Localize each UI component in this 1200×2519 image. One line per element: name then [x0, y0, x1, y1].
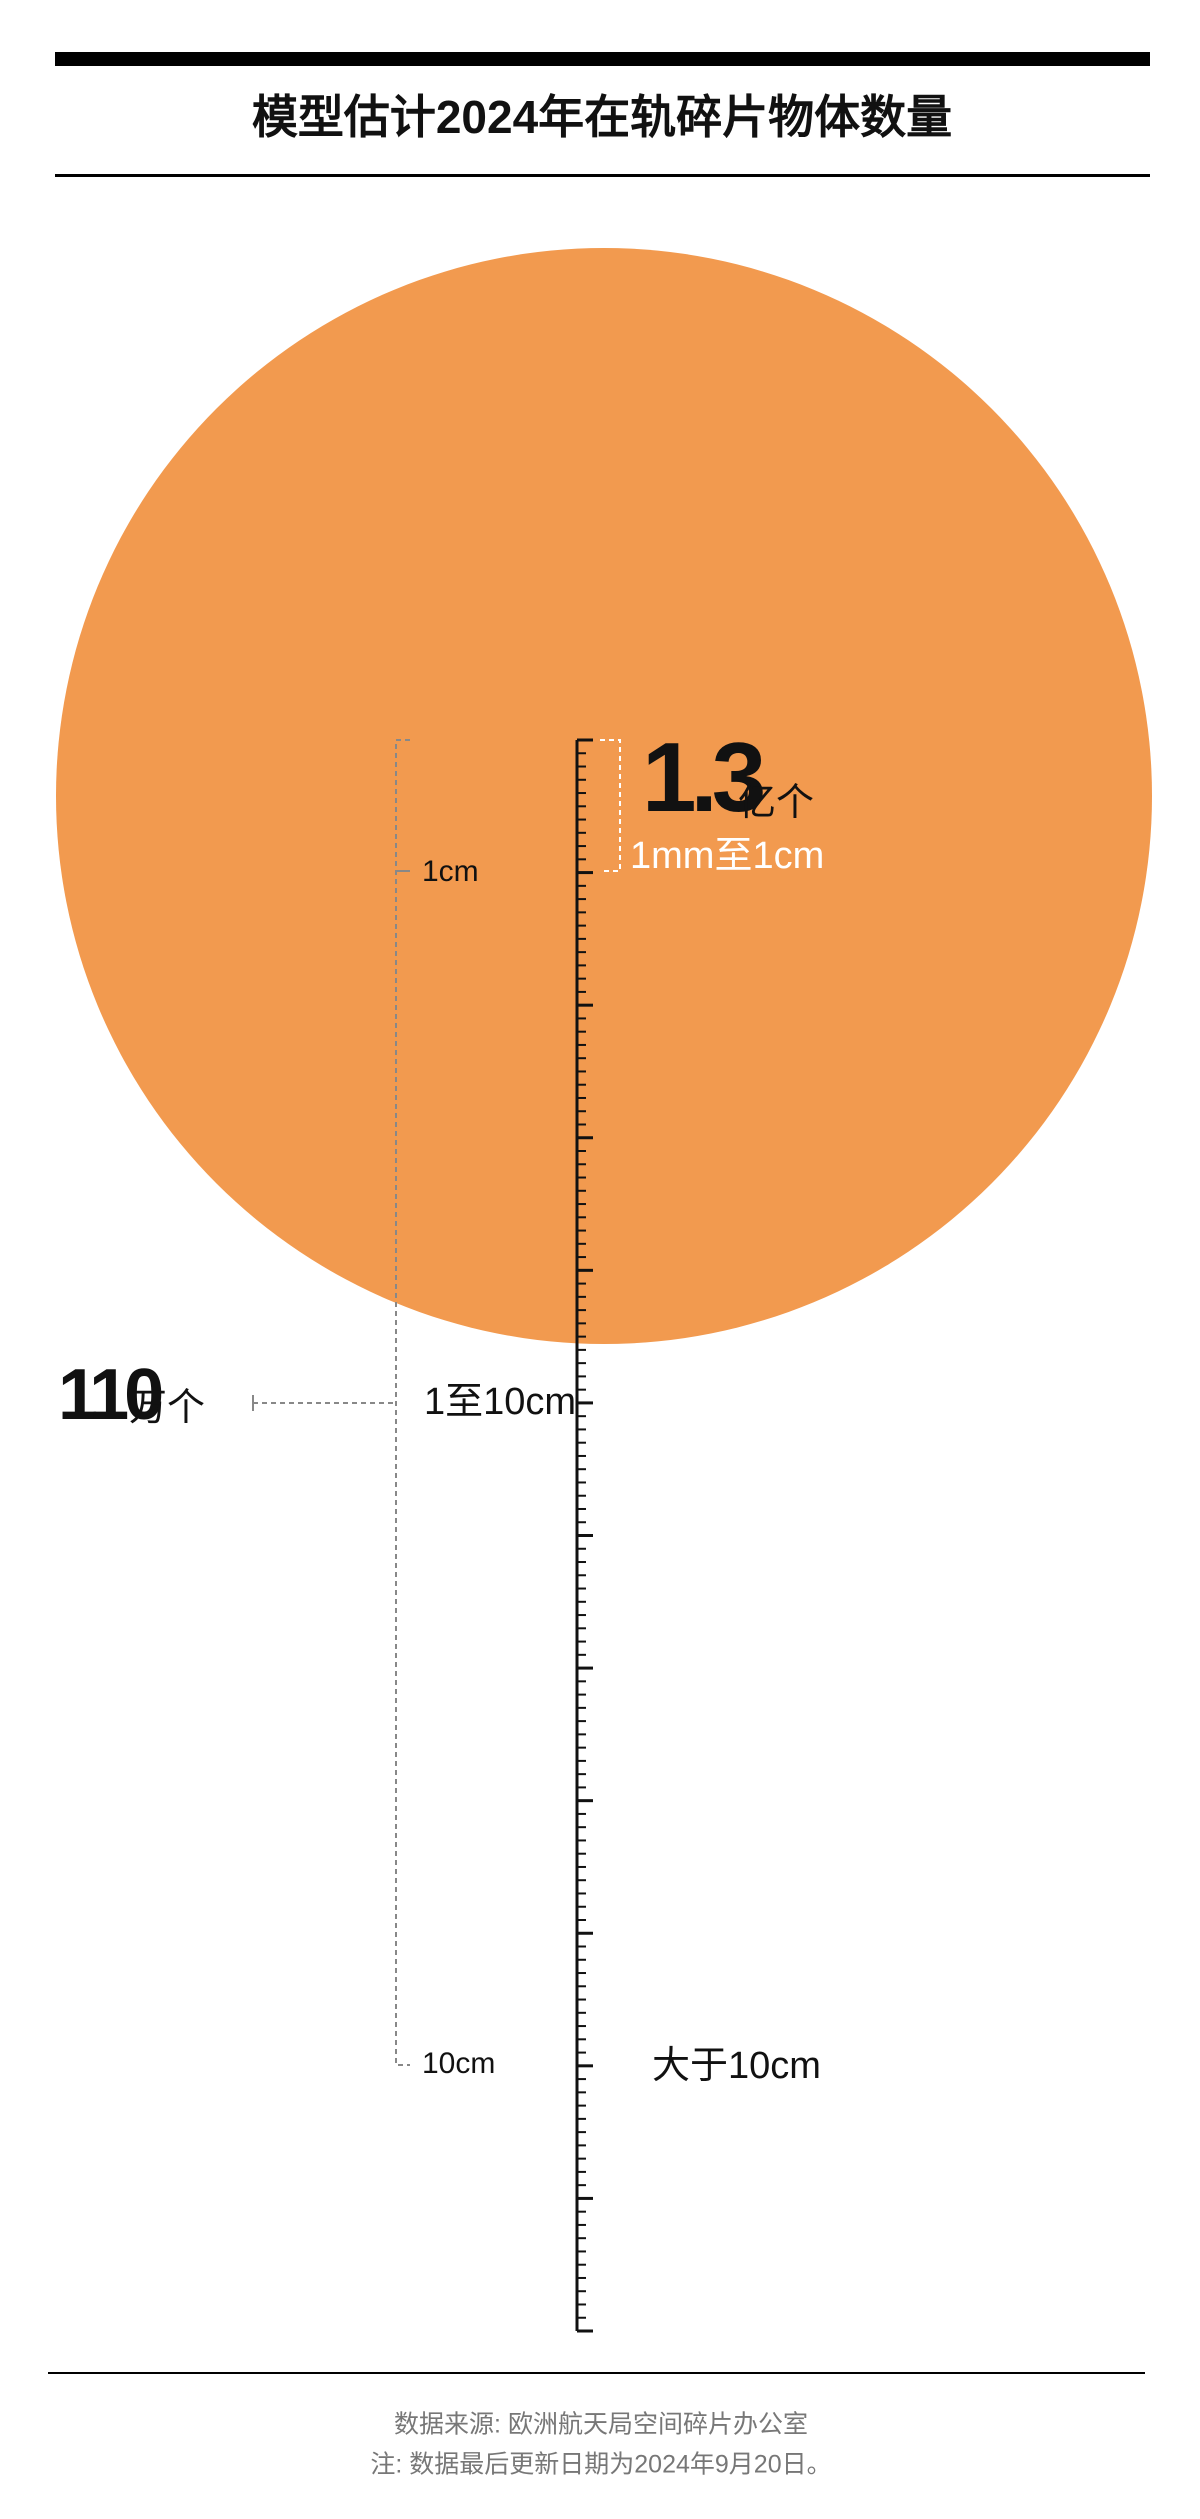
bracket-small	[600, 739, 621, 872]
title: 模型估计2024年在轨碎片物体数量	[252, 91, 952, 143]
unit-medium: 万个	[129, 1387, 205, 1429]
top-bar	[55, 52, 1150, 66]
ruler	[575, 738, 593, 2333]
bubble-small-debris	[56, 248, 1152, 1344]
unit-large: 亿个	[738, 782, 814, 824]
footer-rule	[48, 2372, 1145, 2374]
size-small: 1mm至1cm	[630, 835, 824, 877]
scale-label: 10cm	[422, 2047, 495, 2080]
count-large: 1.3	[642, 722, 763, 832]
title-rule	[55, 174, 1150, 177]
size-large: 大于10cm	[652, 2045, 821, 2087]
scale-label: 1cm	[422, 855, 479, 888]
source: 数据来源: 欧洲航天局空间碎片办公室	[394, 2411, 808, 2439]
note: 注: 数据最后更新日期为2024年9月20日。	[370, 2451, 831, 2479]
count-medium: 110	[58, 1355, 162, 1435]
bracket-medium	[395, 739, 410, 2066]
size-medium: 1至10cm	[424, 1381, 576, 1423]
